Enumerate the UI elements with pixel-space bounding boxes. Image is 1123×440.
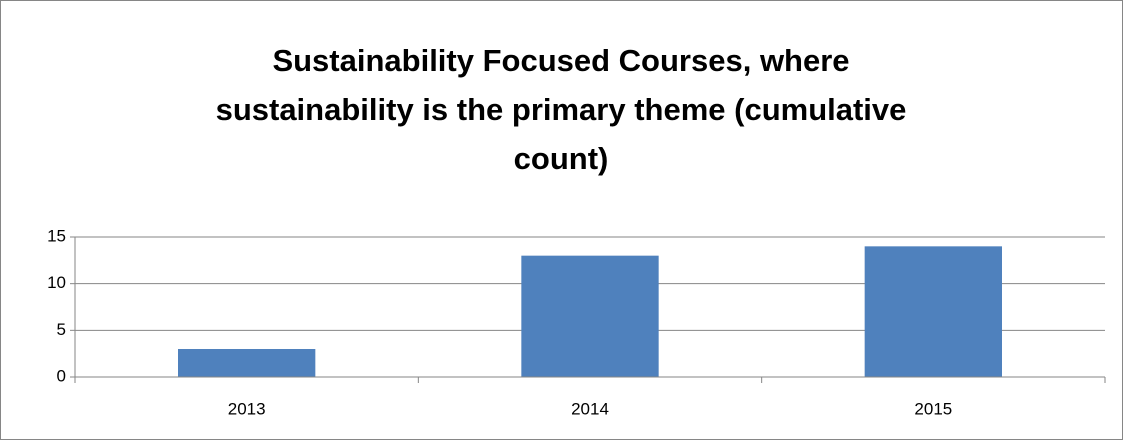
- chart-title: Sustainability Focused Courses, where su…: [215, 43, 907, 176]
- y-tick-label: 0: [57, 366, 66, 385]
- y-tick-label: 5: [57, 320, 66, 339]
- bar: [521, 255, 659, 377]
- x-tick-label: 2014: [571, 399, 609, 418]
- y-tick-label: 15: [47, 226, 66, 245]
- x-tick-label: 2015: [914, 399, 952, 418]
- bar: [864, 246, 1002, 377]
- y-tick-label: 10: [47, 273, 66, 292]
- bar: [178, 349, 316, 377]
- x-tick-label: 2013: [228, 399, 266, 418]
